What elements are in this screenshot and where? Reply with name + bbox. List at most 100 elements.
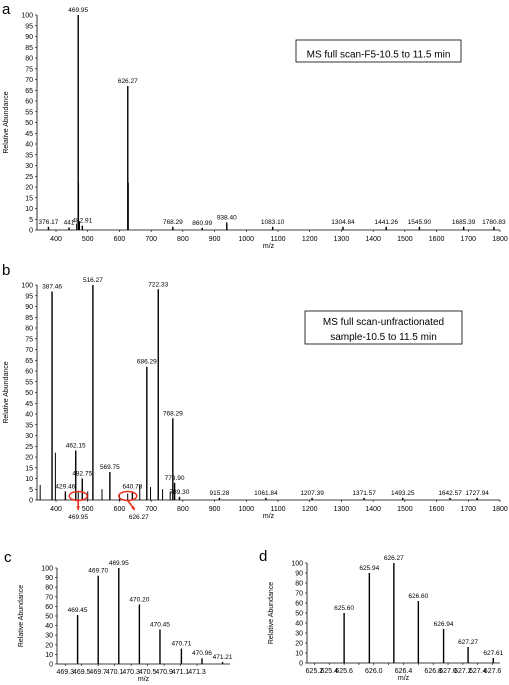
- x-tick-label: 625.2: [306, 668, 324, 675]
- y-tick-label: 75: [25, 66, 33, 73]
- y-tick-label: 70: [25, 347, 33, 354]
- peak-label: 640.78: [122, 483, 142, 490]
- y-tick-label: 70: [25, 77, 33, 84]
- x-axis-label: m/z: [263, 513, 275, 520]
- y-tick-label: 60: [25, 99, 33, 106]
- peak-label: 625.60: [334, 605, 354, 612]
- peak-label: 1727.94: [465, 490, 489, 497]
- y-tick-label: 40: [295, 621, 303, 628]
- peak-label: 626.27: [384, 555, 404, 562]
- peak-label: 1685.39: [452, 219, 476, 226]
- x-tick-label: 469.5: [73, 669, 91, 676]
- peak-label: 470.71: [171, 641, 191, 648]
- peak-label: 768.29: [163, 410, 183, 417]
- y-tick-label: 45: [25, 401, 33, 408]
- peak-label: 462.15: [66, 443, 86, 450]
- peak-label: 938.40: [217, 214, 237, 221]
- x-tick-label: 1600: [429, 506, 445, 513]
- y-tick-label: 15: [25, 465, 33, 472]
- y-tick-label: 55: [25, 109, 33, 116]
- x-tick-label: 625.4: [321, 668, 339, 675]
- y-tick-label: 80: [25, 56, 33, 63]
- x-tick-label: 627.6: [484, 668, 502, 675]
- peak-label: 469.45: [68, 607, 88, 614]
- y-tick-label: 30: [25, 163, 33, 170]
- peak-label: 1207.39: [300, 490, 324, 497]
- y-tick-label: 90: [25, 304, 33, 311]
- x-tick-label: 625.6: [335, 668, 353, 675]
- y-tick-label: 65: [25, 358, 33, 365]
- x-tick-label: 500: [82, 236, 94, 243]
- peak-label: 469.95: [109, 560, 129, 567]
- peak-label: 627.27: [458, 639, 478, 646]
- annotation-box: [304, 310, 463, 345]
- x-tick-label: 626.0: [365, 668, 383, 675]
- x-tick-label: 470.1: [106, 669, 124, 676]
- peak-label: 1371.57: [352, 490, 376, 497]
- y-tick-label: 25: [25, 444, 33, 451]
- y-tick-label: 40: [25, 412, 33, 419]
- peak-label: 686.29: [137, 359, 157, 366]
- y-axis-label: Relative Abundance: [3, 361, 10, 423]
- peak-label: 789.30: [170, 489, 190, 496]
- x-tick-label: 1700: [460, 236, 476, 243]
- x-tick-label: 627.2: [454, 668, 472, 675]
- y-tick-label: 85: [25, 45, 33, 52]
- x-tick-label: 1500: [397, 506, 413, 513]
- y-tick-label: 55: [25, 379, 33, 386]
- x-tick-label: 800: [177, 236, 189, 243]
- peak-label: 470.20: [129, 596, 149, 603]
- y-tick-label: 50: [295, 611, 303, 618]
- y-tick-label: 45: [25, 131, 33, 138]
- peak-label: 1780.83: [482, 219, 506, 226]
- y-tick-label: 100: [41, 566, 53, 573]
- x-tick-label: 1200: [302, 506, 318, 513]
- x-tick-label: 1400: [365, 506, 381, 513]
- x-tick-label: 1800: [492, 506, 508, 513]
- y-tick-label: 95: [25, 23, 33, 30]
- x-tick-label: 626.4: [395, 668, 413, 675]
- peak-label: 469.70: [88, 568, 108, 575]
- x-tick-label: 600: [114, 236, 126, 243]
- y-tick-label: 5: [29, 487, 33, 494]
- highlight-label: 626.27: [129, 514, 149, 521]
- y-tick-label: 0: [29, 498, 33, 505]
- x-tick-label: 470.9: [155, 669, 173, 676]
- x-tick-label: 471.1: [172, 669, 190, 676]
- annotation-text: MS full scan-F5-10.5 to 11.5 min: [307, 49, 451, 60]
- x-tick-label: 469.3: [56, 669, 74, 676]
- panel-letter: a: [2, 1, 11, 18]
- x-tick-label: 1100: [270, 506, 285, 513]
- y-tick-label: 90: [25, 34, 33, 41]
- x-tick-label: 471.3: [188, 669, 206, 676]
- annotation-text: sample-10.5 to 11.5 min: [330, 332, 437, 343]
- peak-label: 1083.10: [261, 219, 285, 226]
- y-tick-label: 50: [25, 390, 33, 397]
- y-tick-label: 100: [21, 13, 33, 20]
- y-tick-label: 10: [295, 651, 303, 658]
- y-tick-label: 5: [29, 217, 33, 224]
- panel-letter: b: [2, 262, 10, 279]
- y-tick-label: 80: [45, 585, 53, 592]
- peak-label: 1441.26: [374, 219, 398, 226]
- x-axis-label: m/z: [398, 675, 410, 682]
- x-tick-label: 1000: [239, 236, 255, 243]
- y-tick-label: 15: [25, 195, 33, 202]
- peak-label: 471.21: [213, 654, 233, 661]
- peak-label: 626.60: [408, 593, 428, 600]
- y-axis-label: Relative Abundance: [268, 582, 275, 644]
- peak-label: 470.96: [192, 650, 212, 657]
- panel-a: a 0 5 10 15 20 25 30 35 40 45 50 55 60 65 70 75 80 85 90 95 1…: [2, 1, 508, 250]
- x-tick-label: 500: [82, 506, 94, 513]
- peak-label: 1545.90: [408, 219, 432, 226]
- y-tick-label: 70: [295, 591, 303, 598]
- peak-label: 441: [64, 219, 75, 226]
- peak-label: 626.27: [118, 78, 138, 85]
- peak-label: 1061.84: [254, 490, 278, 497]
- y-tick-label: 75: [25, 336, 33, 343]
- y-tick-label: 50: [45, 614, 53, 621]
- x-tick-label: 1500: [397, 236, 413, 243]
- x-tick-label: 400: [50, 236, 62, 243]
